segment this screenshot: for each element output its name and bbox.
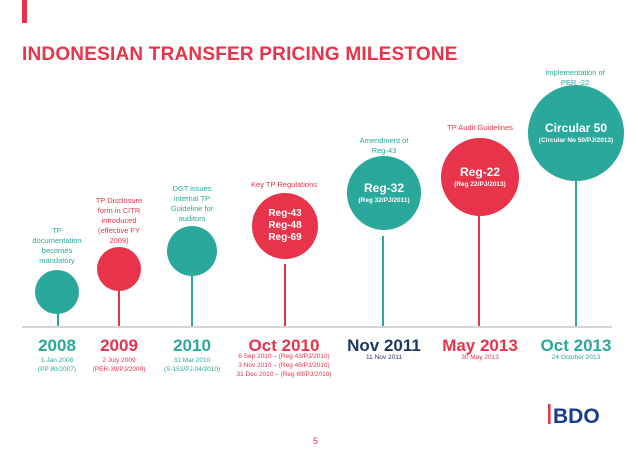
- stem-oct-2010: [284, 264, 286, 326]
- milestone-ball-oct-2013[interactable]: Circular 50 (Circular No 50/PJ/2013): [528, 85, 624, 181]
- ball-title-circular-50: Circular 50: [544, 121, 608, 135]
- stem-2009: [118, 290, 120, 326]
- milestone-year-oct-2013: Oct 2013: [540, 336, 612, 355]
- stem-2010: [191, 270, 193, 326]
- milestone-ball-oct-2010[interactable]: Reg-43 Reg-48 Reg-69: [252, 193, 318, 259]
- ball-line-reg-48: Reg-48: [268, 220, 302, 231]
- stem-may-2013: [478, 212, 480, 326]
- milestone-year-oct-2010: Oct 2010: [248, 336, 320, 355]
- milestone-label-2009: TP Disclosure form in CITR introduced (e…: [95, 196, 143, 245]
- top-accent-bar: [22, 0, 27, 23]
- page-number: 5: [313, 436, 319, 446]
- milestone-label-may-2013: TP Audit Guidelines: [447, 123, 513, 132]
- milestone-ball-2008[interactable]: [35, 270, 79, 314]
- milestone-label-2008: TP documentation becomes mandatory: [32, 226, 82, 265]
- ball-subtitle-reg-32: (Reg 32/PJ/2011): [358, 197, 410, 204]
- milestone-date-oct-2010: 6 Sep 2010 – (Reg 43/PJ/2010) 3 Nov 2010…: [236, 353, 332, 378]
- stem-2008: [57, 310, 59, 326]
- milestone-label-nov-2011: Amendment of Reg-43: [359, 136, 409, 155]
- page-title: INDONESIAN TRANSFER PRICING MILESTONE: [22, 44, 458, 65]
- ball-subtitle-reg-22: (Reg 22/PJ/2013): [454, 181, 506, 188]
- milestone-year-2010: 2010: [173, 336, 211, 355]
- milestone-label-oct-2010: Key TP Regulations: [250, 180, 317, 189]
- ball-line-reg-43: Reg-43: [268, 208, 302, 219]
- milestone-year-nov-2011: Nov 2011: [347, 336, 421, 355]
- milestone-date-2008: 1 Jan 2008 (PP 80/2007): [37, 357, 77, 373]
- milestone-date-oct-2013: 24 October 2013: [551, 354, 601, 361]
- ball-subtitle-circular-50: (Circular No 50/PJ/2013): [538, 137, 614, 144]
- milestone-date-nov-2011: 11 Nov 2011: [366, 354, 402, 361]
- milestone-label-oct-2013: Implementation of PER -22: [545, 68, 605, 87]
- milestone-label-2010: DGT issues internal TP Guideline for aud…: [170, 184, 214, 223]
- milestone-year-2008: 2008: [38, 336, 76, 355]
- svg-text:BDO: BDO: [553, 405, 600, 428]
- milestone-ball-nov-2011[interactable]: Reg-32 (Reg 32/PJ/2011): [347, 156, 421, 230]
- bdo-logo: BDO: [548, 404, 600, 428]
- ball-line-reg-69: Reg-69: [268, 232, 302, 243]
- milestone-date-2010: 31 Mar 2010 (S-153/PJ.04/2010): [163, 357, 221, 373]
- ball-title-reg-22: Reg-22: [459, 165, 500, 179]
- stem-nov-2011: [382, 236, 384, 326]
- milestone-year-may-2013: May 2013: [442, 336, 518, 355]
- milestone-date-2009: 2 July 2009 (PER-39/PJ/2009): [92, 357, 146, 373]
- milestone-ball-may-2013[interactable]: Reg-22 (Reg 22/PJ/2013): [441, 138, 519, 216]
- milestone-ball-2009[interactable]: [97, 247, 141, 291]
- timeline-baseline: [22, 326, 612, 328]
- stem-oct-2013: [575, 175, 577, 326]
- milestone-year-2009: 2009: [100, 336, 138, 355]
- milestone-ball-2010[interactable]: [167, 226, 217, 276]
- ball-title-reg-32: Reg-32: [363, 181, 404, 195]
- milestone-date-may-2013: 30 May 2013: [461, 354, 499, 361]
